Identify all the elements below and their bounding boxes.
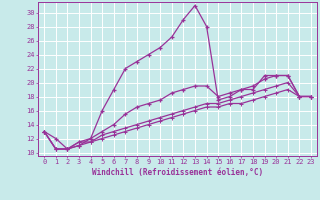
X-axis label: Windchill (Refroidissement éolien,°C): Windchill (Refroidissement éolien,°C) [92,168,263,177]
